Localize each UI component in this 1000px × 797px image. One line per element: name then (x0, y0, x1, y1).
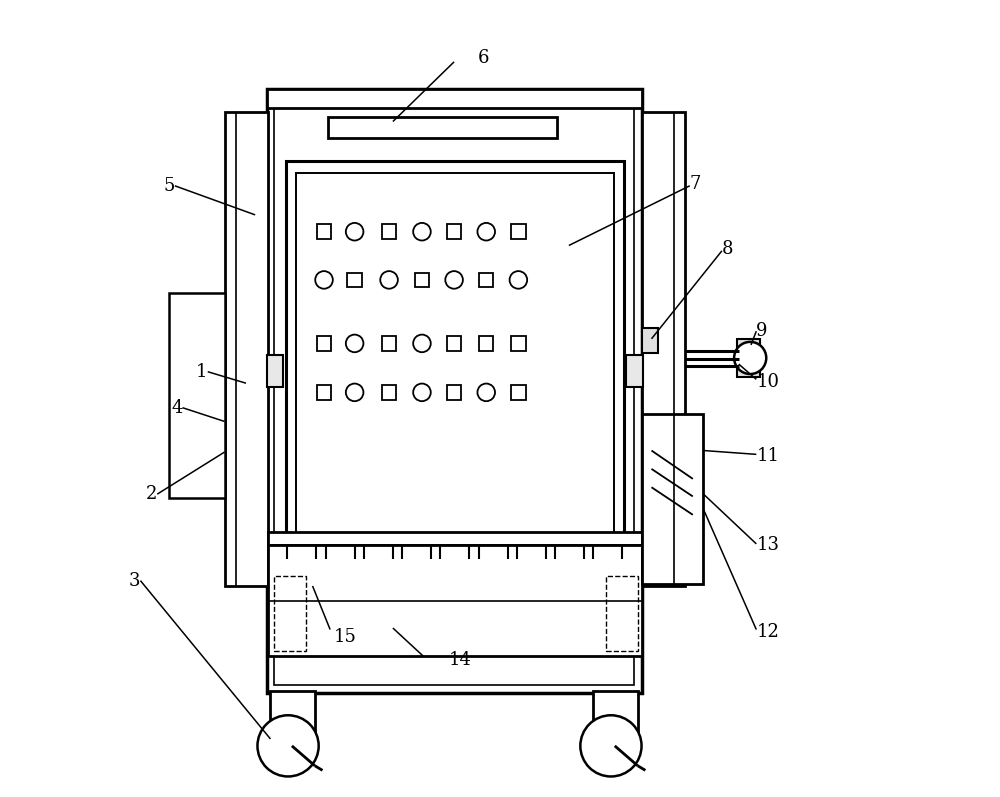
Text: 9: 9 (756, 322, 768, 340)
Circle shape (346, 383, 363, 401)
Bar (317, 385, 331, 399)
Text: 8: 8 (722, 241, 733, 258)
Circle shape (580, 715, 642, 776)
Circle shape (734, 342, 766, 374)
Bar (511, 385, 526, 399)
Bar (347, 273, 362, 287)
Text: 11: 11 (756, 447, 779, 465)
Circle shape (510, 271, 527, 289)
Circle shape (477, 383, 495, 401)
Bar (447, 225, 461, 239)
Circle shape (315, 271, 333, 289)
Bar (169, 293, 225, 498)
Bar (447, 336, 461, 351)
Circle shape (380, 271, 398, 289)
Bar (479, 336, 493, 351)
Bar (415, 273, 429, 287)
Bar (328, 117, 557, 139)
Bar (382, 225, 396, 239)
Circle shape (413, 335, 431, 352)
Bar (317, 336, 331, 351)
Text: 14: 14 (449, 651, 472, 669)
Text: 15: 15 (334, 628, 357, 646)
Text: 5: 5 (163, 177, 175, 194)
Bar (296, 173, 614, 534)
Bar (447, 385, 461, 399)
Text: 12: 12 (756, 623, 779, 641)
Circle shape (346, 335, 363, 352)
Bar (268, 545, 642, 657)
Text: 2: 2 (146, 485, 157, 503)
Circle shape (346, 223, 363, 241)
Bar (274, 96, 634, 685)
Text: 6: 6 (477, 49, 489, 67)
Circle shape (413, 383, 431, 401)
Bar (606, 576, 638, 651)
Bar (267, 88, 642, 693)
Bar (225, 112, 268, 586)
Bar (511, 225, 526, 239)
Bar (479, 273, 493, 287)
Text: 4: 4 (171, 398, 182, 417)
Bar (382, 385, 396, 399)
Text: 3: 3 (129, 571, 140, 590)
Bar (267, 355, 283, 387)
Bar (317, 225, 331, 239)
Bar (593, 691, 638, 733)
Text: 13: 13 (756, 536, 779, 555)
Text: 10: 10 (756, 373, 779, 391)
Bar (267, 88, 642, 108)
Bar (382, 336, 396, 351)
Bar (270, 691, 315, 733)
Circle shape (257, 715, 319, 776)
Bar (626, 355, 643, 387)
Circle shape (413, 223, 431, 241)
Text: 1: 1 (196, 363, 208, 381)
Bar (642, 328, 658, 352)
Bar (511, 336, 526, 351)
Circle shape (445, 271, 463, 289)
Bar (642, 112, 685, 586)
Bar (737, 339, 760, 377)
Bar (274, 576, 306, 651)
Bar (268, 532, 642, 545)
Text: 7: 7 (690, 175, 701, 193)
Bar (286, 161, 624, 544)
Bar (642, 414, 703, 583)
Circle shape (477, 223, 495, 241)
